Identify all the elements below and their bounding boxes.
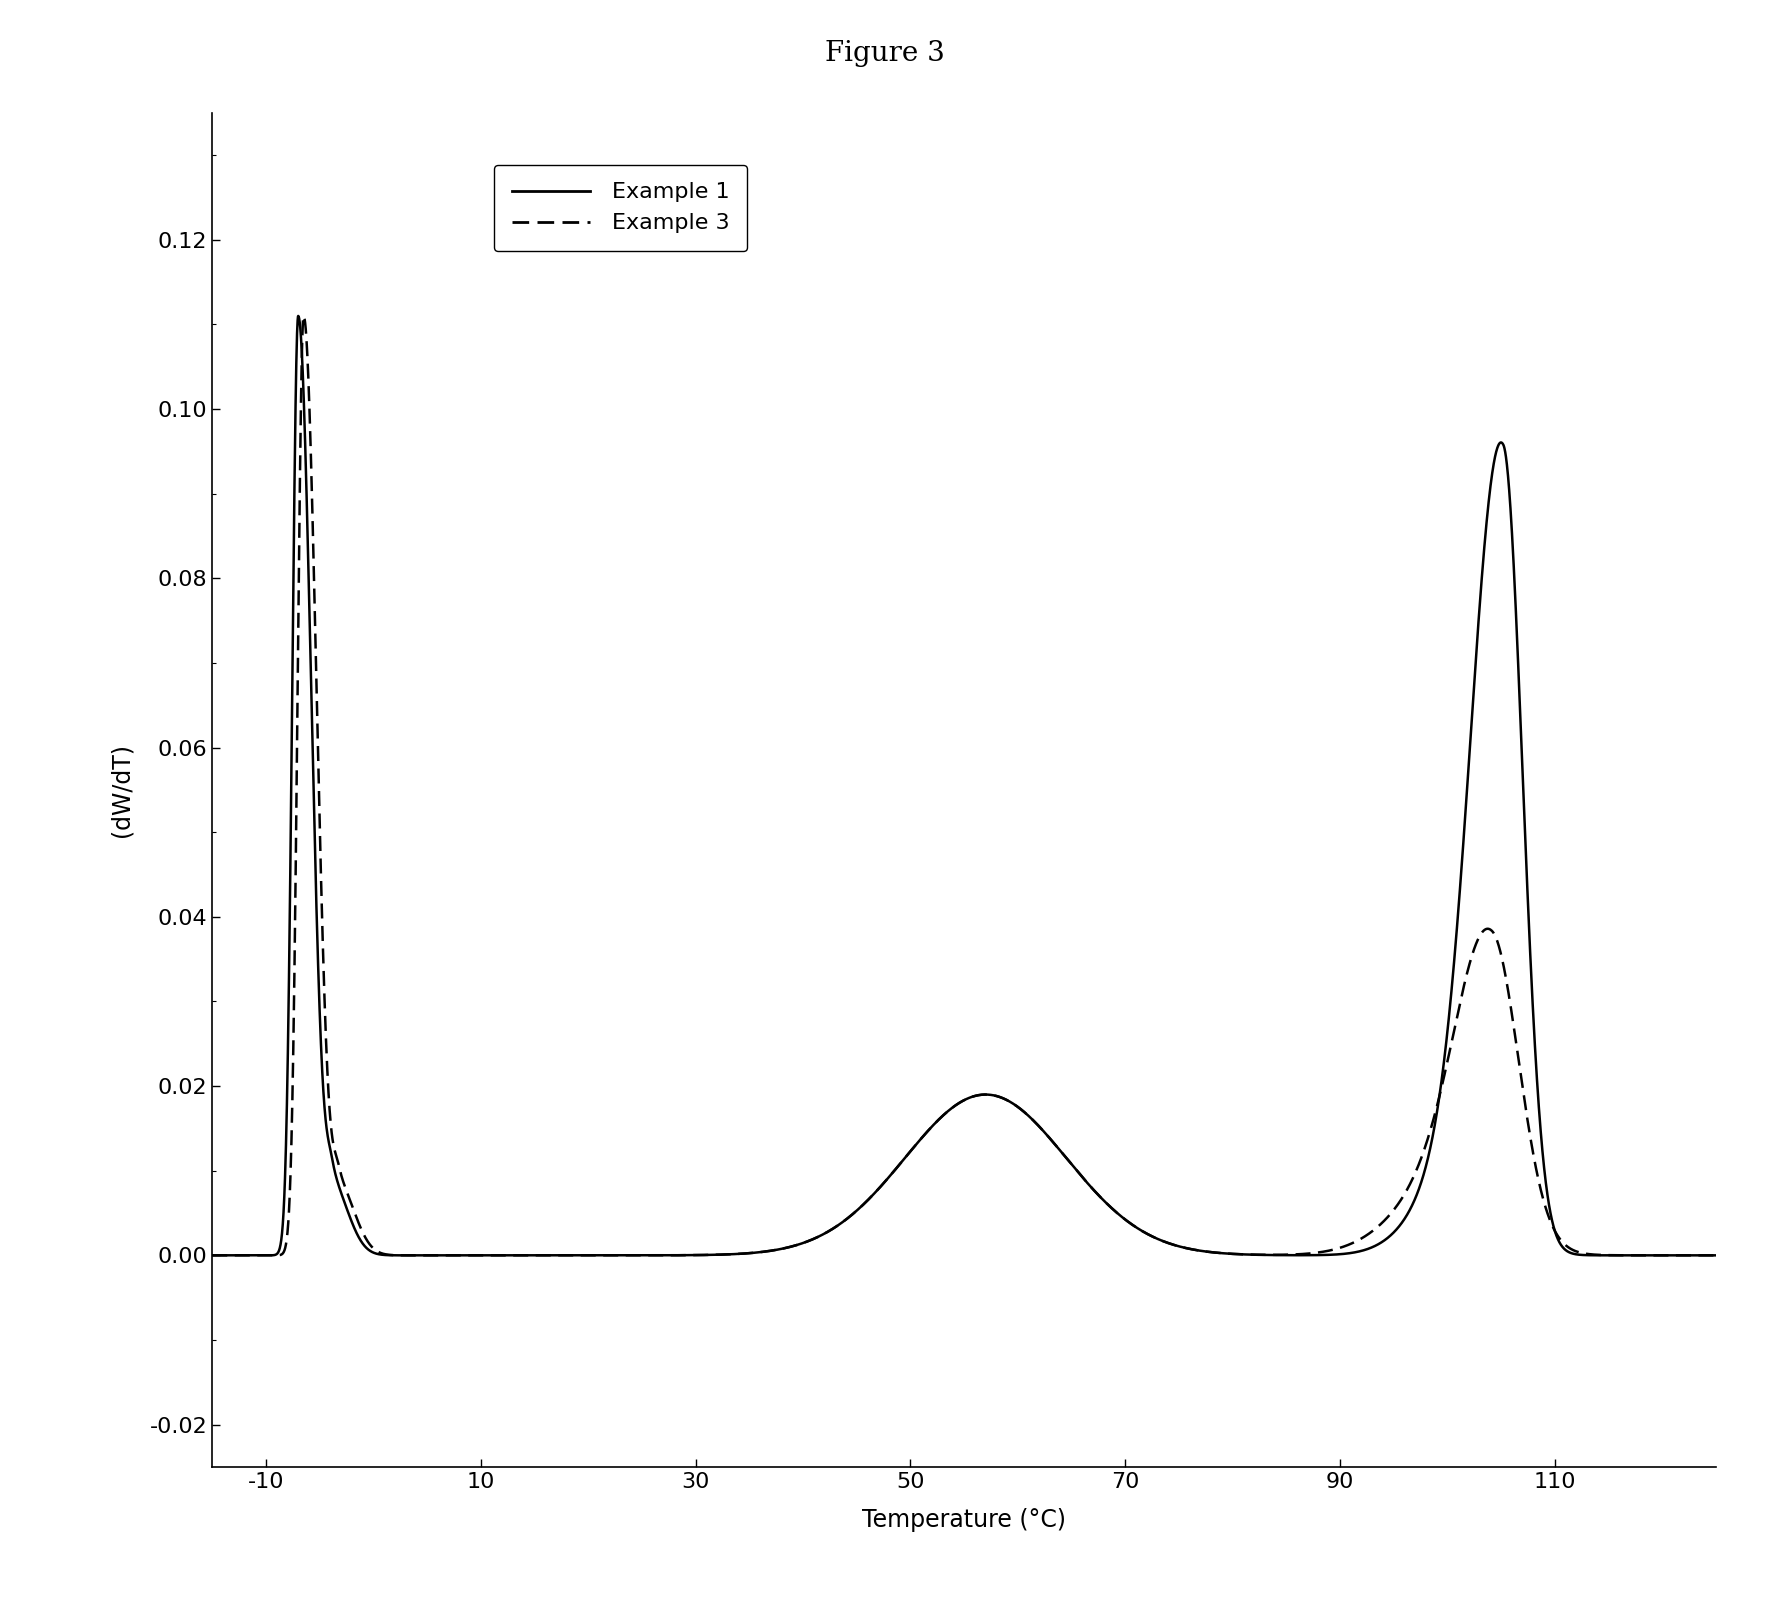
Y-axis label: (dW/dT): (dW/dT) [110, 743, 133, 837]
Legend: Example 1, Example 3: Example 1, Example 3 [494, 164, 747, 251]
Text: Figure 3: Figure 3 [824, 40, 945, 68]
X-axis label: Temperature (°C): Temperature (°C) [862, 1509, 1067, 1533]
